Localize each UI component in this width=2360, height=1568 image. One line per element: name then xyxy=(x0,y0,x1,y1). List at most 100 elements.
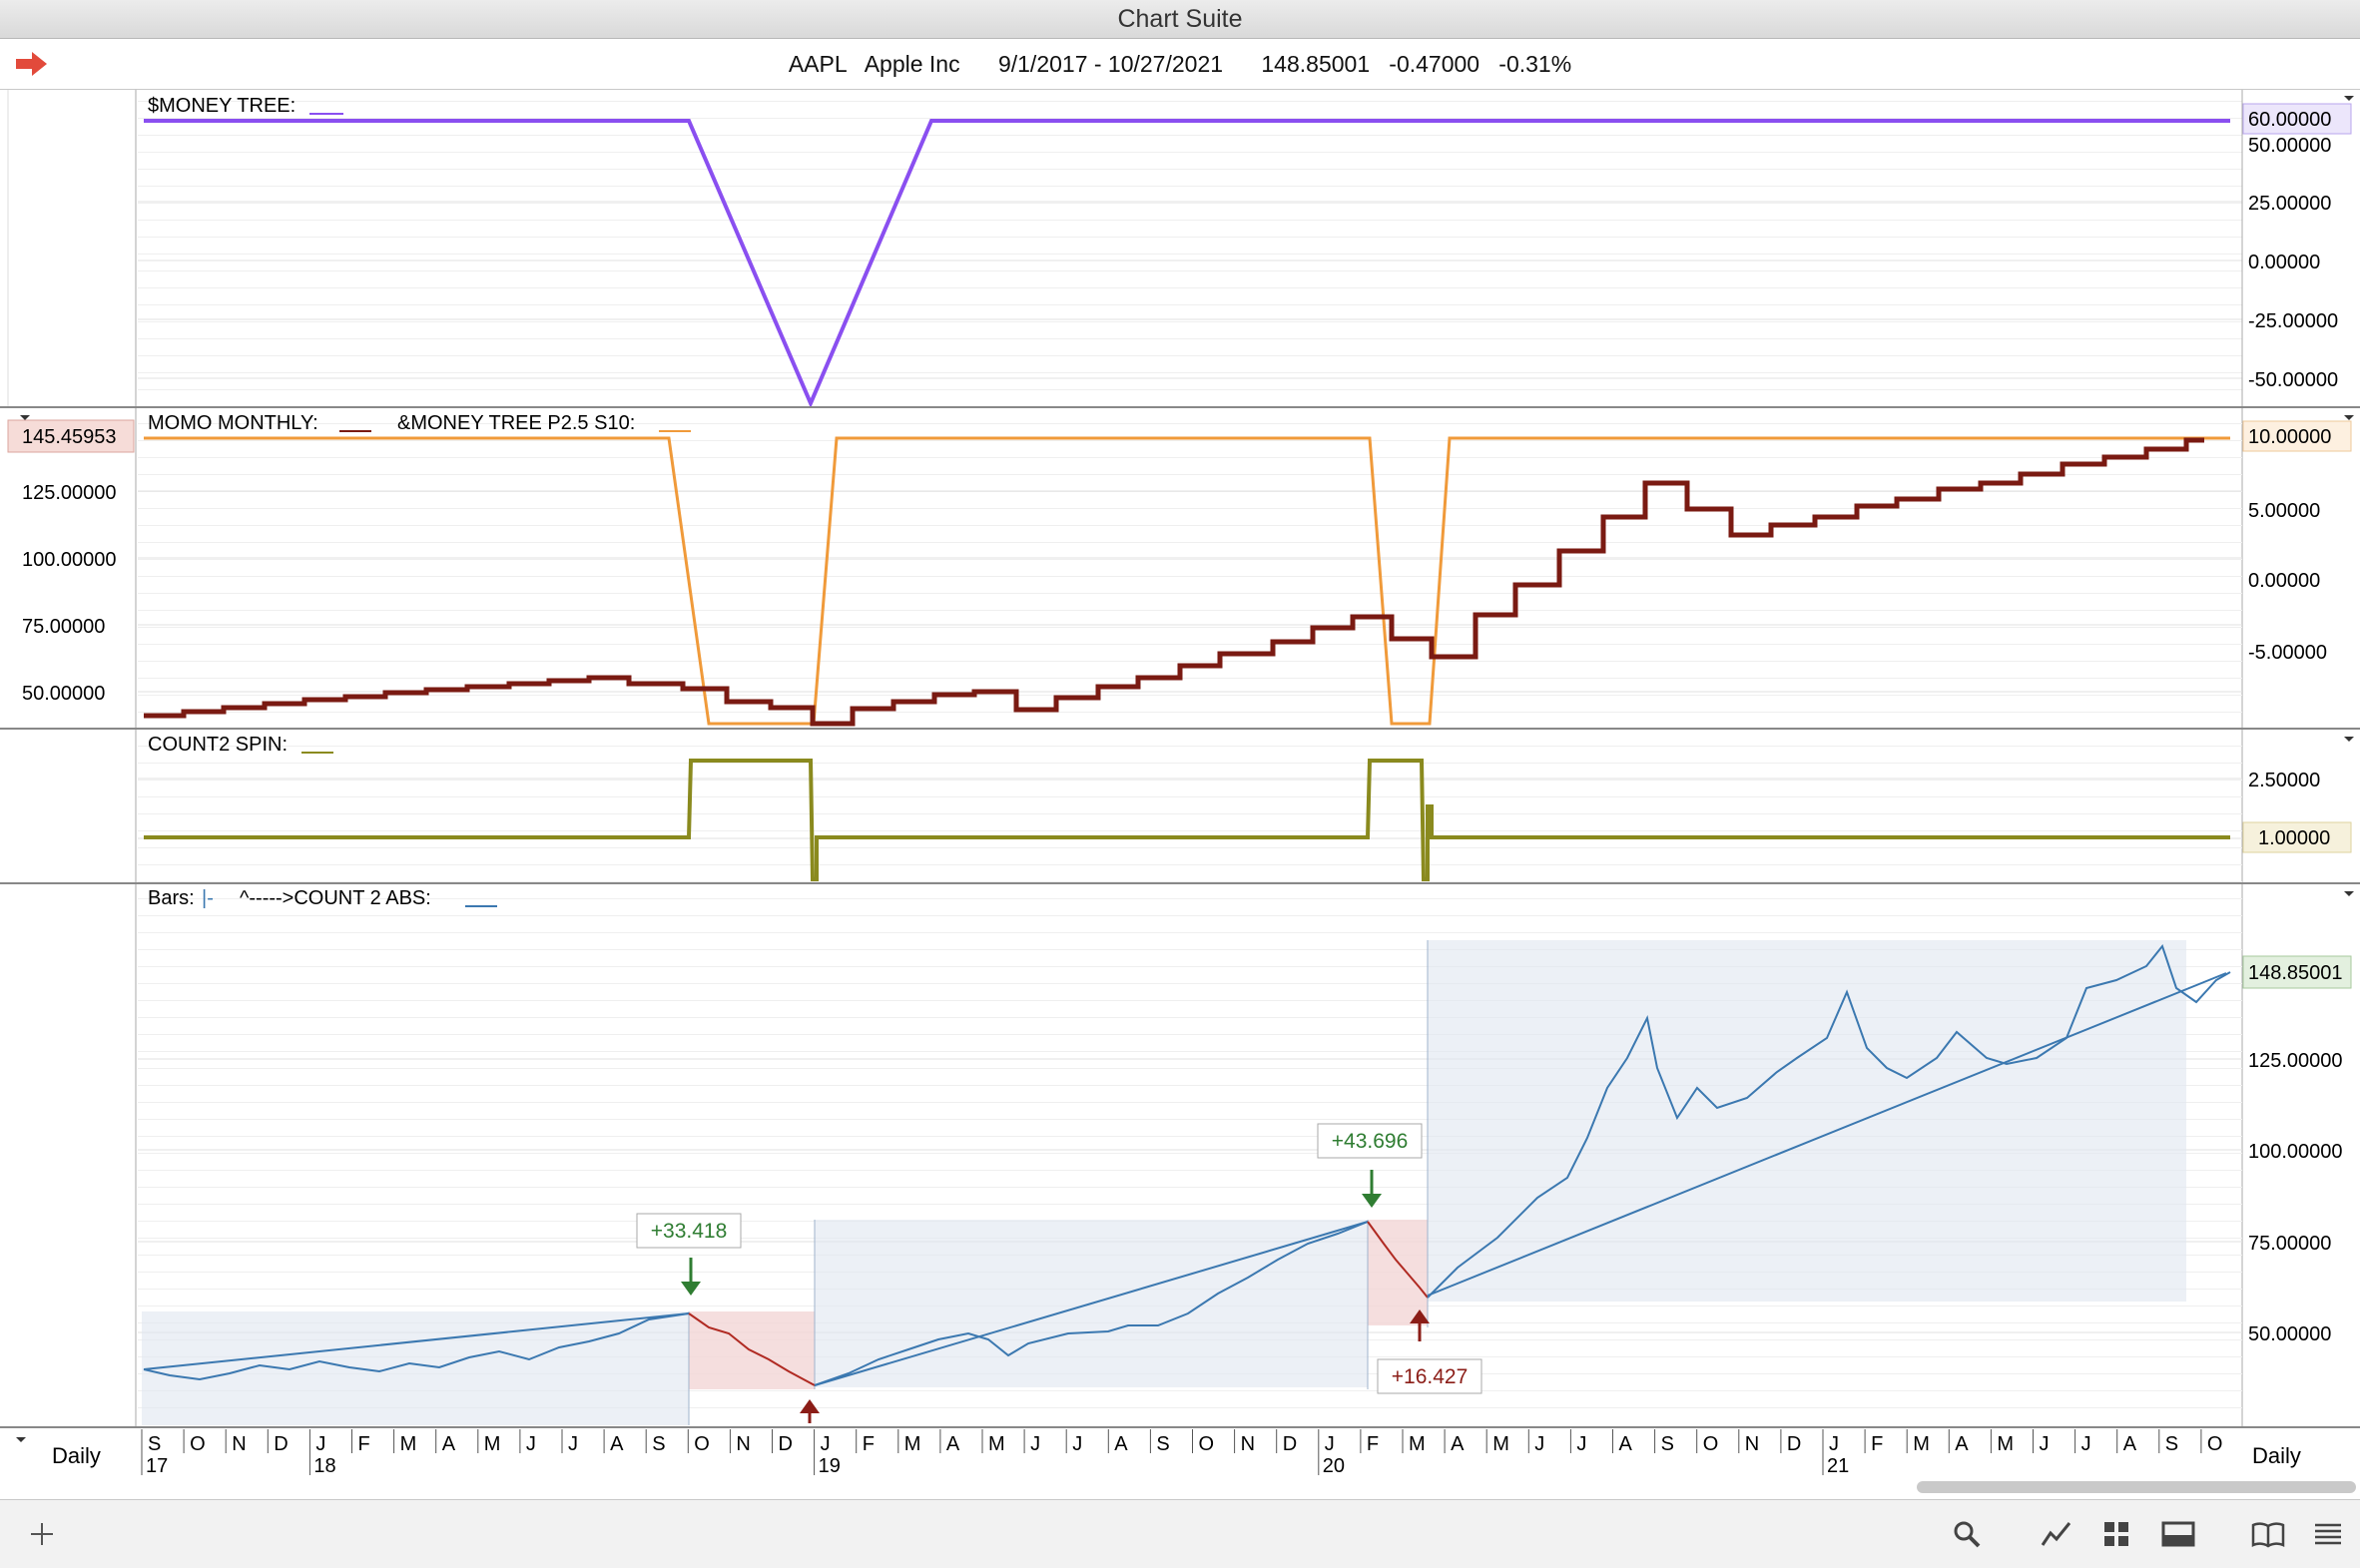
axis-tick: 2.50000 xyxy=(2248,770,2320,791)
month-tick-label: D xyxy=(1787,1433,1801,1455)
momo-right-axis: 5.00000 0.00000 -5.00000 xyxy=(2248,500,2327,664)
add-icon[interactable] xyxy=(20,1500,64,1568)
axis-tick: 0.00000 xyxy=(2248,570,2320,592)
panel-label-count2-abs: ^----->COUNT 2 ABS: xyxy=(240,887,431,909)
month-tick-label: M xyxy=(1492,1433,1509,1455)
panel-label-bars: Bars: xyxy=(148,887,195,909)
month-tick-label: J xyxy=(1576,1433,1586,1455)
month-tick-label: N xyxy=(736,1433,750,1455)
count2-spin-badge: 1.00000 xyxy=(2258,827,2330,849)
month-tick-label: A xyxy=(2123,1433,2137,1455)
month-tick-label: O xyxy=(1703,1433,1719,1455)
panel-menu-icon[interactable] xyxy=(2344,737,2354,742)
annotation-2: +43.696 xyxy=(1317,1123,1423,1208)
month-tick-label: F xyxy=(863,1433,875,1455)
month-tick-label: A xyxy=(1451,1433,1465,1455)
panel-menu-icon[interactable] xyxy=(2344,96,2354,101)
month-tick-label: M xyxy=(1409,1433,1426,1455)
axis-tick: 5.00000 xyxy=(2248,500,2320,522)
timeframe-menu-icon[interactable] xyxy=(16,1437,26,1442)
month-tick-label: M xyxy=(484,1433,501,1455)
panel-bars[interactable]: Bars: |- ^----->COUNT 2 ABS: xyxy=(138,885,2354,1425)
month-tick-label: A xyxy=(1619,1433,1633,1455)
last-price-badge: 148.85001 xyxy=(2248,962,2343,984)
timeframe-right[interactable]: Daily xyxy=(2252,1443,2301,1468)
axis-tick: -5.00000 xyxy=(2248,642,2327,664)
year-tick-label: 18 xyxy=(313,1455,335,1477)
panel-menu-icon[interactable] xyxy=(2344,415,2354,420)
month-tick-label: F xyxy=(1367,1433,1379,1455)
month-tick-label: J xyxy=(2081,1433,2091,1455)
year-tick-label: 21 xyxy=(1827,1455,1849,1477)
month-tick-label: S xyxy=(1661,1433,1674,1455)
axis-tick: 50.00000 xyxy=(2248,135,2331,157)
momo-grid xyxy=(138,490,2242,693)
momo-monthly-line xyxy=(144,437,2204,727)
year-tick-label: 20 xyxy=(1323,1455,1345,1477)
last-price: 148.85001 xyxy=(1261,51,1371,77)
month-tick-label: O xyxy=(694,1433,710,1455)
month-tick-label: A xyxy=(610,1433,624,1455)
axis-tick: -50.00000 xyxy=(2248,369,2338,391)
month-tick-label: S xyxy=(148,1433,161,1455)
month-tick-label: D xyxy=(1283,1433,1297,1455)
money-tree-axis: 50.00000 25.00000 0.00000 -25.00000 -50.… xyxy=(2248,135,2338,391)
month-tick-label: M xyxy=(1913,1433,1930,1455)
grid-icon[interactable] xyxy=(2094,1500,2138,1568)
book-icon[interactable] xyxy=(2246,1500,2290,1568)
price-series-blue-1 xyxy=(143,1312,690,1381)
chart-area[interactable]: $MONEY TREE: 50.00000 25.00000 0.00000 -… xyxy=(0,89,2360,1481)
month-tick-label: J xyxy=(1534,1433,1544,1455)
month-tick-label: A xyxy=(1955,1433,1969,1455)
price-series-red-1 xyxy=(688,1312,816,1386)
price-series-blue-3 xyxy=(1427,943,2231,1299)
month-tick-label: M xyxy=(1997,1433,2014,1455)
up-arrow-icon xyxy=(1410,1309,1430,1323)
month-tick-label: N xyxy=(1241,1433,1255,1455)
axis-tick: 50.00000 xyxy=(22,683,105,705)
panel-label-momo: MOMO MONTHLY: xyxy=(148,412,318,434)
month-tick-label: F xyxy=(1871,1433,1883,1455)
line-chart-icon[interactable] xyxy=(2035,1500,2078,1568)
panel-count2-spin[interactable]: COUNT2 SPIN: 2.50000 1.00000 xyxy=(0,731,2360,884)
swing-zones xyxy=(142,940,2186,1425)
month-tick-label: S xyxy=(652,1433,665,1455)
panel-label-money-tree-p25: &MONEY TREE P2.5 S10: xyxy=(397,412,635,434)
money-tree-line xyxy=(144,119,2230,409)
list-icon[interactable] xyxy=(2306,1500,2350,1568)
price-series-blue-2 xyxy=(814,1221,1369,1386)
month-tick-label: F xyxy=(358,1433,370,1455)
price-right-axis: 125.00000 100.00000 75.00000 50.00000 xyxy=(2248,1050,2343,1345)
panel-menu-icon[interactable] xyxy=(2344,891,2354,896)
year-tick-label: 19 xyxy=(819,1455,841,1477)
annotation-1: +33.418 xyxy=(636,1213,742,1296)
red-arrow-icon[interactable] xyxy=(14,49,50,79)
axis-tick: 75.00000 xyxy=(22,616,105,638)
month-tick-label: J xyxy=(526,1433,536,1455)
horizontal-scrollbar[interactable] xyxy=(1917,1481,2356,1493)
month-tick-label: D xyxy=(274,1433,288,1455)
annotation-label: +16.427 xyxy=(1392,1365,1469,1388)
month-tick-label: S xyxy=(2165,1433,2178,1455)
axis-tick: 125.00000 xyxy=(22,482,117,504)
symbol: AAPL xyxy=(788,51,847,77)
panel-label-money-tree: $MONEY TREE: xyxy=(148,95,295,117)
month-tick-label: O xyxy=(2207,1433,2223,1455)
search-icon[interactable] xyxy=(1945,1500,1989,1568)
panel-icon[interactable] xyxy=(2156,1500,2200,1568)
panel-menu-icon[interactable] xyxy=(20,415,30,420)
month-tick-label: D xyxy=(779,1433,793,1455)
month-tick-label: A xyxy=(1114,1433,1128,1455)
axis-tick: 125.00000 xyxy=(2248,1050,2343,1072)
month-tick-label: S xyxy=(1156,1433,1169,1455)
month-tick-label: J xyxy=(1325,1433,1335,1455)
timeframe-left[interactable]: Daily xyxy=(52,1443,101,1468)
axis-tick: -25.00000 xyxy=(2248,310,2338,332)
panel-momo[interactable]: MOMO MONTHLY: &MONEY TREE P2.5 S10: 125.… xyxy=(0,409,2360,730)
time-axis[interactable]: Daily Daily S O N D J F M A M J J A S O N D J F M A M J J A S O N D… xyxy=(0,1426,2360,1480)
month-tick-label: M xyxy=(904,1433,921,1455)
symbol-info: AAPL Apple Inc 9/1/2017 - 10/27/2021 148… xyxy=(0,51,2360,78)
company-name: Apple Inc xyxy=(864,51,960,77)
panel-money-tree[interactable]: $MONEY TREE: 50.00000 25.00000 0.00000 -… xyxy=(0,90,2360,1427)
month-tick-label: A xyxy=(442,1433,456,1455)
